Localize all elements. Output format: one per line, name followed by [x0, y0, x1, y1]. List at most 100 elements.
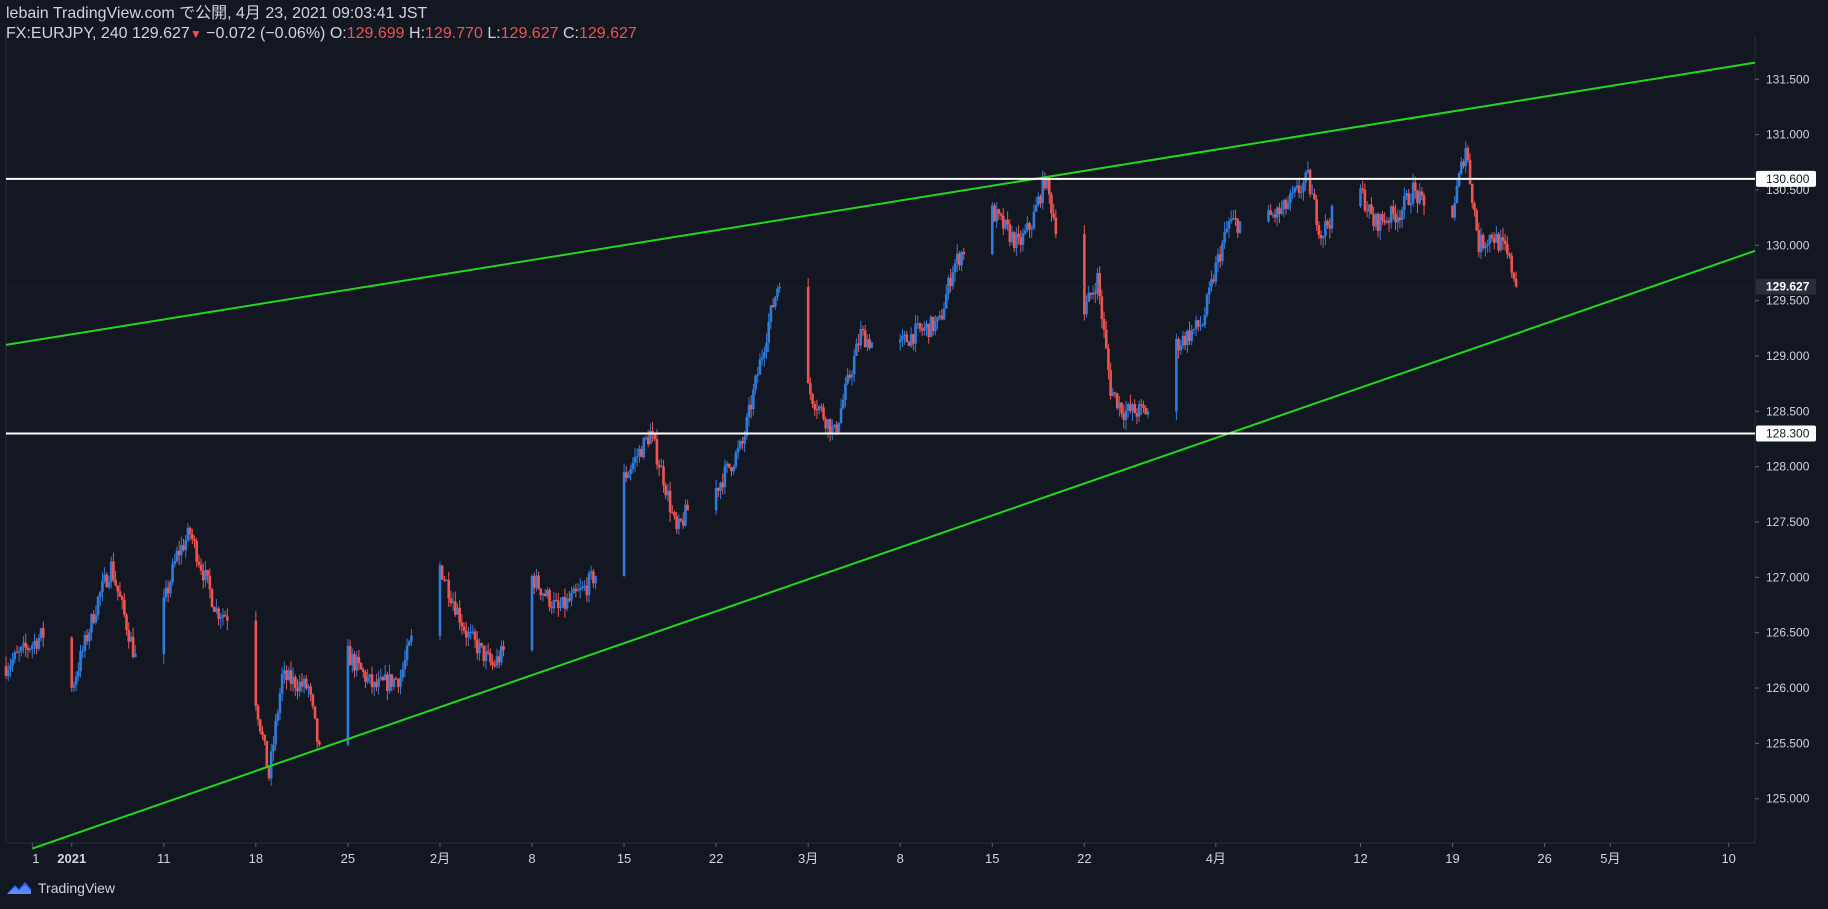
candle-body-down: [664, 485, 668, 496]
candle-body-down: [1407, 193, 1411, 205]
candle-body-down: [771, 305, 775, 308]
candle-body-down: [296, 688, 299, 692]
candle-body-down: [125, 614, 128, 630]
candle-body-down: [397, 679, 400, 687]
candle-body-up: [1010, 232, 1014, 242]
candle-body-up: [405, 645, 409, 660]
candle-body-down: [815, 409, 819, 411]
price-tick-label: 127.500: [1766, 515, 1810, 529]
tradingview-logo-icon: [7, 882, 31, 894]
candle-body-down: [1140, 404, 1143, 406]
candle-body-up: [407, 641, 411, 646]
candle-body-down: [1475, 210, 1478, 231]
trendline: [5, 61, 1756, 346]
candle-body-up: [1405, 193, 1408, 196]
candle-body-up: [944, 293, 948, 309]
candle-body-down: [721, 482, 724, 488]
candle-body-up: [17, 651, 21, 653]
candle-body-up: [1324, 220, 1327, 236]
time-tick-label: 22: [1077, 851, 1091, 866]
candle-body-up: [1229, 219, 1233, 222]
candle-body-up: [1190, 330, 1194, 341]
candle-body-down: [1466, 147, 1470, 160]
candle-body-up: [215, 608, 218, 612]
price-tick-label: 129.000: [1766, 349, 1810, 363]
candle-body-up: [1175, 338, 1178, 412]
candle-body-up: [90, 614, 93, 633]
candle-body-up: [1203, 314, 1207, 326]
candle-body-up: [1271, 214, 1275, 216]
candle-body-down: [646, 437, 650, 445]
price-tick-label: 125.500: [1766, 736, 1810, 750]
candle-body-up: [1486, 243, 1489, 246]
candle-body-up: [769, 305, 773, 322]
candle-body-up: [1186, 330, 1189, 346]
candle-body-up: [283, 670, 286, 674]
candle-body-down: [668, 490, 672, 513]
candle-body-up: [850, 374, 854, 378]
candle-body-up: [903, 334, 906, 336]
candle-body-down: [1413, 182, 1417, 191]
candle-body-down: [949, 277, 952, 286]
candle-body-up: [530, 575, 534, 651]
candle-body-up: [719, 482, 722, 491]
candle-body-up: [39, 628, 43, 639]
candle-body-up: [272, 744, 275, 752]
candle-body-down: [489, 653, 492, 662]
candle-body-down: [1420, 191, 1424, 196]
candle-body-up: [74, 676, 78, 685]
candle-body-down: [1392, 206, 1395, 214]
candle-body-down: [1315, 199, 1318, 225]
level-price-tag: [1756, 425, 1816, 442]
price-tick-label: 131.500: [1766, 72, 1810, 86]
candle-body-down: [114, 579, 117, 586]
candle-body-down: [208, 575, 212, 590]
candle-body-down: [285, 670, 288, 681]
candle-body-up: [953, 263, 957, 273]
candle-body-up: [96, 596, 100, 616]
candle-body-down: [1001, 215, 1005, 229]
candle-body-down: [1510, 255, 1514, 273]
candle-body-up: [1126, 404, 1130, 411]
candle-body-up: [1034, 204, 1038, 212]
candle-body-up: [1359, 188, 1362, 206]
candle-body-up: [942, 308, 946, 320]
candle-body-down: [458, 607, 461, 623]
time-tick-label: 25: [341, 851, 355, 866]
candle-body-down: [653, 434, 657, 440]
candle-body-up: [752, 389, 755, 410]
level-price-label: 130.600: [1766, 172, 1810, 186]
candle-body-down: [1052, 213, 1055, 218]
candle-body-up: [859, 329, 863, 346]
candle-body-up: [758, 359, 762, 375]
candle-body-down: [1269, 210, 1272, 215]
candle-body-down: [1234, 218, 1237, 220]
candle-body-down: [256, 706, 260, 720]
candle-body-up: [1286, 203, 1290, 209]
candle-body-down: [1473, 203, 1476, 211]
candle-body-up: [1201, 325, 1204, 327]
candle-body-up: [644, 437, 648, 439]
candle-body-up: [773, 296, 777, 308]
candle-body-up: [1460, 161, 1463, 174]
candle-body-down: [907, 341, 911, 346]
candle-body-down: [1317, 224, 1321, 235]
candle-body-down: [820, 406, 823, 408]
candle-body-up: [844, 383, 847, 400]
candle-body-down: [1236, 219, 1240, 233]
time-tick-label: 10: [1721, 851, 1735, 866]
candle-body-up: [1181, 335, 1185, 346]
candle-body-down: [177, 550, 181, 556]
candle-body-down: [1100, 296, 1104, 319]
candle-body-up: [1499, 237, 1503, 251]
time-tick-label: 15: [985, 851, 999, 866]
candle-body-up: [291, 676, 295, 684]
candle-body-down: [190, 534, 194, 540]
candle-body-up: [109, 561, 113, 582]
candle-body-up: [909, 334, 913, 346]
price-tick-label: 128.000: [1766, 460, 1810, 474]
candle-body-down: [1054, 217, 1058, 235]
candle-body-up: [535, 575, 538, 588]
candle-body-up: [826, 419, 830, 429]
